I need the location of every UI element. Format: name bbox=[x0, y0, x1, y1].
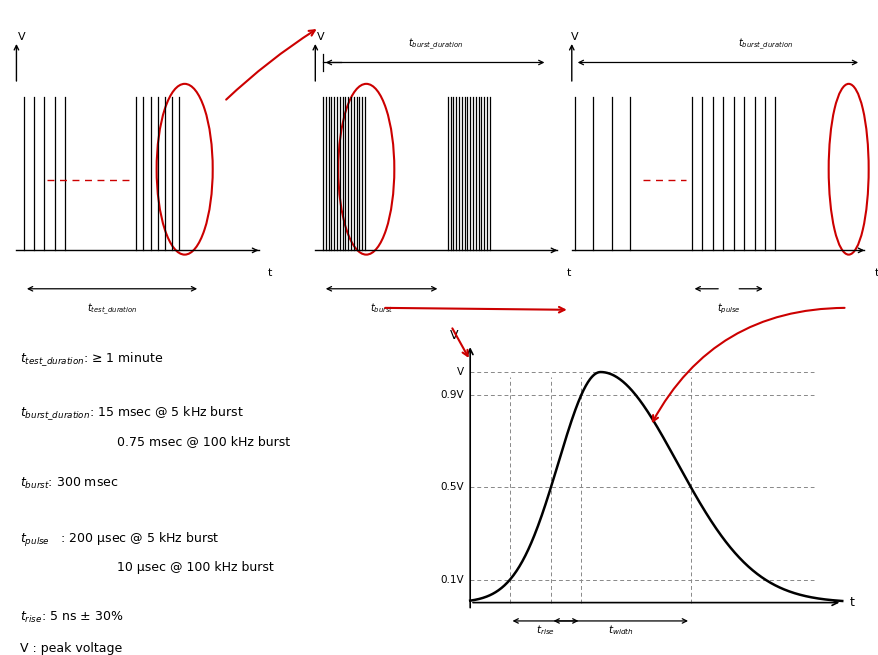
Text: t: t bbox=[849, 596, 853, 609]
Text: 10 μsec @ 100 kHz burst: 10 μsec @ 100 kHz burst bbox=[117, 561, 274, 574]
Text: $t_{pulse}$: $t_{pulse}$ bbox=[716, 301, 740, 316]
Text: V: V bbox=[18, 32, 25, 42]
Text: $t_{test\_duration}$: ≥ 1 minute: $t_{test\_duration}$: ≥ 1 minute bbox=[20, 350, 163, 367]
Text: V : peak voltage: V : peak voltage bbox=[20, 642, 123, 655]
Text: V: V bbox=[457, 367, 464, 377]
Text: t: t bbox=[268, 268, 272, 278]
Text: 0.1V: 0.1V bbox=[440, 574, 464, 584]
Text: $t_{burst\_duration}$: 15 msec @ 5 kHz burst: $t_{burst\_duration}$: 15 msec @ 5 kHz b… bbox=[20, 404, 244, 422]
Text: $t_{rise}$: $t_{rise}$ bbox=[536, 624, 554, 637]
Text: t: t bbox=[566, 268, 571, 278]
Text: $t_{burst\_duration}$: $t_{burst\_duration}$ bbox=[738, 37, 792, 52]
Text: $t_{test\_duration}$: $t_{test\_duration}$ bbox=[87, 301, 137, 317]
Text: V: V bbox=[571, 32, 579, 42]
Text: $t_{burst\_duration}$: $t_{burst\_duration}$ bbox=[407, 37, 462, 52]
Text: t: t bbox=[874, 268, 878, 278]
Text: $t_{width}$: $t_{width}$ bbox=[608, 624, 633, 637]
Text: 0.75 msec @ 100 kHz burst: 0.75 msec @ 100 kHz burst bbox=[117, 435, 290, 448]
Text: $t_{burst}$: $t_{burst}$ bbox=[370, 301, 393, 316]
Text: $t_{rise}$: 5 ns ± 30%: $t_{rise}$: 5 ns ± 30% bbox=[20, 610, 124, 625]
Text: 0.9V: 0.9V bbox=[440, 390, 464, 400]
Text: V: V bbox=[316, 32, 324, 42]
Text: $t_{burst}$: 300 msec: $t_{burst}$: 300 msec bbox=[20, 476, 119, 491]
Text: $t_{width}$: 50 ns ± 30%: $t_{width}$: 50 ns ± 30% bbox=[20, 654, 140, 655]
Text: 0.5V: 0.5V bbox=[440, 482, 464, 493]
Text: V: V bbox=[450, 329, 458, 342]
Text: $t_{pulse}$   : 200 μsec @ 5 kHz burst: $t_{pulse}$ : 200 μsec @ 5 kHz burst bbox=[20, 531, 220, 548]
